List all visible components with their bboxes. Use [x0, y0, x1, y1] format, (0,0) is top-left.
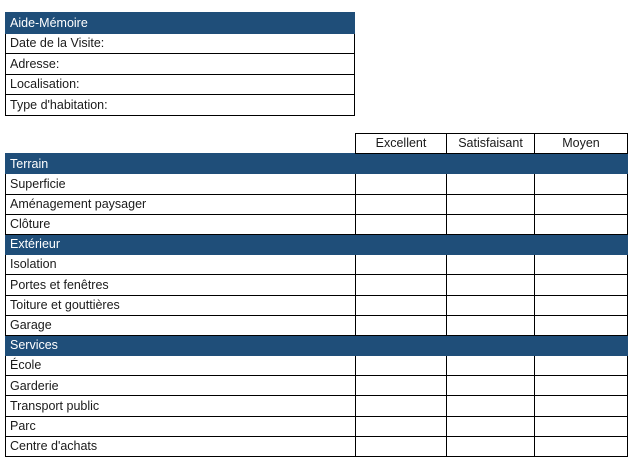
rating-cell-toiture-et-gouttieres-satisfaisant[interactable] — [446, 294, 535, 316]
rating-cell-portes-et-fenetres-moyen[interactable] — [534, 274, 628, 296]
item-label-parc: Parc — [5, 415, 356, 437]
rating-cell-transport-public-excellent[interactable] — [355, 395, 447, 417]
table-row: Garage — [5, 314, 628, 336]
rating-cell-amenagement-paysager-excellent[interactable] — [355, 193, 447, 215]
column-header-moyen: Moyen — [534, 132, 628, 155]
rating-cell-ecole-excellent[interactable] — [355, 355, 447, 377]
rating-cell-ecole-satisfaisant[interactable] — [446, 355, 535, 377]
rating-cell-garderie-moyen[interactable] — [534, 375, 628, 397]
rating-cell-garage-satisfaisant[interactable] — [446, 314, 535, 336]
rating-cell-superficie-excellent[interactable] — [355, 173, 447, 195]
rating-cell-garage-moyen[interactable] — [534, 314, 628, 336]
info-row-adresse: Adresse: — [5, 53, 355, 75]
info-label-adresse[interactable]: Adresse: — [5, 53, 355, 75]
rating-cell-amenagement-paysager-moyen[interactable] — [534, 193, 628, 215]
rating-cell-toiture-et-gouttieres-moyen[interactable] — [534, 294, 628, 316]
table-row: Portes et fenêtres — [5, 274, 628, 296]
info-row-type-habitation: Type d'habitation: — [5, 94, 355, 116]
rating-cell-superficie-moyen[interactable] — [534, 173, 628, 195]
item-label-centre-d-achats: Centre d'achats — [5, 435, 356, 458]
rating-cell-portes-et-fenetres-satisfaisant[interactable] — [446, 274, 535, 296]
rating-cell-centre-d-achats-excellent[interactable] — [355, 435, 447, 458]
rating-cell-cloture-satisfaisant[interactable] — [446, 213, 535, 235]
item-label-superficie: Superficie — [5, 173, 356, 195]
column-header-excellent: Excellent — [355, 132, 447, 155]
section-label-services: Services — [5, 334, 628, 357]
rating-cell-centre-d-achats-satisfaisant[interactable] — [446, 435, 535, 458]
section-label-terrain: Terrain — [5, 153, 628, 175]
section-header-terrain: Terrain — [5, 153, 628, 175]
rating-cell-cloture-excellent[interactable] — [355, 213, 447, 235]
rating-cell-isolation-satisfaisant[interactable] — [446, 254, 535, 276]
rating-cell-garderie-excellent[interactable] — [355, 375, 447, 397]
rating-cell-portes-et-fenetres-excellent[interactable] — [355, 274, 447, 296]
rating-cell-parc-excellent[interactable] — [355, 415, 447, 437]
info-label-type-habitation[interactable]: Type d'habitation: — [5, 94, 355, 116]
header-spacer-cell — [5, 133, 356, 154]
table-row: Centre d'achats — [5, 435, 628, 458]
info-label-date[interactable]: Date de la Visite: — [5, 32, 355, 55]
rating-cell-garage-excellent[interactable] — [355, 314, 447, 336]
section-header-services: Services — [5, 334, 628, 357]
table-row: Parc — [5, 415, 628, 437]
item-label-garderie: Garderie — [5, 375, 356, 397]
table-row: Garderie — [5, 375, 628, 397]
section-header-exterieur: Extérieur — [5, 233, 628, 256]
item-label-portes-et-fenetres: Portes et fenêtres — [5, 274, 356, 296]
rating-cell-isolation-excellent[interactable] — [355, 254, 447, 276]
table-row: Transport public — [5, 395, 628, 417]
item-label-toiture-et-gouttieres: Toiture et gouttières — [5, 294, 356, 316]
section-label-exterieur: Extérieur — [5, 233, 628, 256]
table-row: Aménagement paysager — [5, 193, 628, 215]
rating-cell-transport-public-satisfaisant[interactable] — [446, 395, 535, 417]
rating-cell-superficie-satisfaisant[interactable] — [446, 173, 535, 195]
table-row: Clôture — [5, 213, 628, 235]
rating-cell-parc-moyen[interactable] — [534, 415, 628, 437]
info-label-localisation[interactable]: Localisation: — [5, 73, 355, 96]
table-row: Superficie — [5, 173, 628, 195]
item-label-isolation: Isolation — [5, 254, 356, 276]
document-title: Aide-Mémoire — [5, 12, 355, 34]
table-row: École — [5, 355, 628, 377]
rating-cell-garderie-satisfaisant[interactable] — [446, 375, 535, 397]
table-row: Isolation — [5, 254, 628, 276]
item-label-ecole: École — [5, 355, 356, 377]
rating-cell-toiture-et-gouttieres-excellent[interactable] — [355, 294, 447, 316]
aide-memoire-info-table: Aide-Mémoire Date de la Visite: Adresse:… — [5, 12, 355, 116]
rating-cell-transport-public-moyen[interactable] — [534, 395, 628, 417]
item-label-amenagement-paysager: Aménagement paysager — [5, 193, 356, 215]
rating-cell-centre-d-achats-moyen[interactable] — [534, 435, 628, 458]
table-row: Toiture et gouttières — [5, 294, 628, 316]
item-label-transport-public: Transport public — [5, 395, 356, 417]
info-row-localisation: Localisation: — [5, 73, 355, 96]
info-row-date: Date de la Visite: — [5, 32, 355, 55]
item-label-cloture: Clôture — [5, 213, 356, 235]
rating-cell-isolation-moyen[interactable] — [534, 254, 628, 276]
column-header-satisfaisant: Satisfaisant — [446, 132, 535, 155]
rating-cell-parc-satisfaisant[interactable] — [446, 415, 535, 437]
item-label-garage: Garage — [5, 314, 356, 336]
evaluation-checklist-table: Excellent Satisfaisant Moyen Terrain Sup… — [5, 132, 628, 458]
rating-cell-cloture-moyen[interactable] — [534, 213, 628, 235]
checklist-header-row: Excellent Satisfaisant Moyen — [5, 132, 628, 155]
info-table-title-row: Aide-Mémoire — [5, 12, 355, 34]
rating-cell-amenagement-paysager-satisfaisant[interactable] — [446, 193, 535, 215]
rating-cell-ecole-moyen[interactable] — [534, 355, 628, 377]
